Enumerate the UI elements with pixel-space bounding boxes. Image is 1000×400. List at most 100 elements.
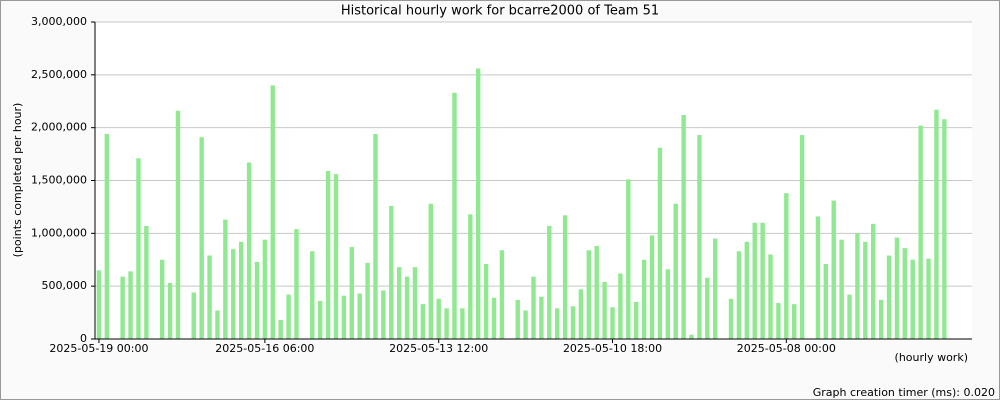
x-tick-label: 2025-05-08 00:00 — [737, 342, 836, 355]
bar — [357, 293, 362, 339]
bar — [649, 235, 655, 339]
bar — [420, 304, 426, 339]
bar — [404, 276, 410, 339]
x-tick-label: 2025-05-16 06:00 — [215, 342, 314, 355]
bar — [278, 319, 283, 339]
bar — [799, 135, 805, 339]
bar — [325, 170, 331, 339]
bar — [776, 303, 781, 339]
bar — [452, 92, 457, 340]
bar — [207, 255, 212, 339]
bar — [736, 251, 742, 339]
bar — [167, 282, 173, 339]
bar — [831, 200, 836, 339]
bar — [823, 263, 829, 339]
bar — [792, 304, 797, 339]
bar — [594, 246, 599, 339]
bar — [468, 214, 473, 339]
bar — [373, 134, 378, 339]
bar — [412, 267, 418, 339]
bar — [626, 179, 631, 339]
bar — [855, 233, 860, 339]
y-tick-label: 3,000,000 — [31, 15, 87, 28]
bar — [428, 203, 433, 339]
bar — [104, 134, 110, 339]
bar — [483, 263, 489, 339]
bar — [886, 255, 892, 339]
bar — [586, 250, 592, 339]
bar — [839, 239, 844, 339]
bar — [523, 310, 528, 339]
bar — [602, 281, 607, 339]
bar — [270, 85, 275, 340]
bar — [562, 215, 568, 339]
bar — [144, 225, 149, 339]
chart-title: Historical hourly work for bcarre2000 of… — [341, 4, 659, 19]
bar — [634, 302, 639, 339]
bar — [815, 216, 821, 339]
bar — [847, 294, 852, 339]
bar — [96, 270, 102, 339]
bar — [254, 261, 260, 339]
x-axis-label: (hourly work) — [895, 351, 968, 364]
bar — [191, 292, 196, 339]
bar — [768, 254, 773, 339]
bar — [231, 249, 236, 339]
bar — [120, 276, 125, 339]
bar — [317, 300, 323, 339]
bar — [246, 162, 252, 339]
bar — [539, 296, 544, 339]
y-tick-label: 1,000,000 — [31, 226, 87, 239]
bar — [365, 262, 370, 339]
bar — [294, 229, 299, 339]
bar — [175, 110, 181, 339]
bar — [673, 203, 678, 339]
bar — [665, 269, 671, 339]
bar — [578, 289, 584, 339]
bar — [515, 299, 520, 339]
bar — [926, 258, 931, 339]
bar — [752, 222, 757, 339]
bar — [641, 259, 647, 339]
bar — [570, 306, 576, 339]
bar — [760, 222, 765, 339]
bar — [159, 259, 165, 339]
bar — [128, 271, 133, 339]
bar — [333, 174, 339, 339]
bar — [918, 125, 923, 339]
bar — [863, 241, 868, 339]
y-tick-label: 0 — [80, 332, 87, 345]
bar — [697, 135, 702, 339]
bar — [681, 114, 686, 339]
bar — [136, 158, 141, 339]
bar — [934, 109, 939, 339]
bar — [262, 239, 268, 339]
x-tick-label: 2025-05-10 18:00 — [563, 342, 662, 355]
footer: Graph creation timer (ms): 0.020 — [813, 386, 995, 399]
bar — [878, 299, 884, 339]
bar — [238, 241, 244, 339]
y-tick-label: 2,000,000 — [31, 121, 87, 134]
x-tick-label: 2025-05-13 12:00 — [389, 342, 488, 355]
bar — [310, 251, 315, 339]
bar — [657, 147, 663, 339]
bar — [705, 277, 710, 339]
bar — [396, 267, 402, 339]
bar — [744, 241, 750, 339]
bar — [475, 68, 481, 339]
bar — [871, 223, 876, 339]
x-tick-label: 2025-05-19 00:00 — [49, 342, 148, 355]
bar — [894, 237, 900, 339]
bar — [942, 119, 947, 339]
bar — [286, 294, 291, 339]
bar — [531, 276, 536, 339]
bar — [199, 137, 204, 339]
y-tick-label: 2,500,000 — [31, 68, 87, 81]
bar — [618, 273, 623, 339]
bar — [223, 219, 228, 339]
bar — [491, 297, 497, 339]
bar — [341, 295, 347, 339]
bar — [910, 259, 915, 339]
